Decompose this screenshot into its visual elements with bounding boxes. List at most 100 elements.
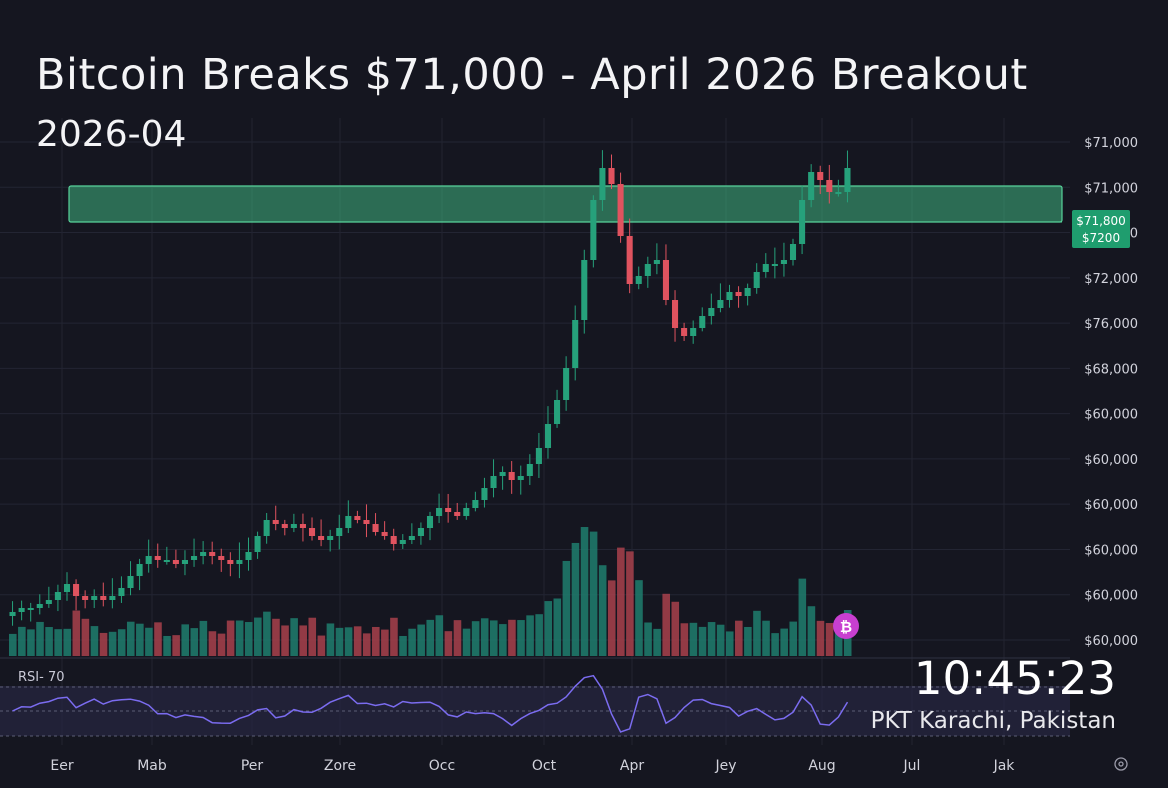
candle [18,608,25,612]
candle [454,512,461,516]
candle [608,168,615,184]
candle [172,560,179,564]
price-badge-box [1072,210,1130,248]
y-tick-label: $60,000 [1084,498,1138,513]
volume-bar [662,593,670,656]
volume-bar [671,601,680,656]
chart-subtitle: 2026-04 [36,114,187,155]
volume-bar [471,621,480,656]
candle [191,556,198,560]
candle [381,532,388,536]
candle [817,172,824,180]
volume-bar [272,618,280,656]
volume-bar [453,620,462,656]
volume-bar [317,635,326,656]
candle [526,464,533,476]
y-tick-label: $71,000 [1084,181,1138,196]
volume-bar [517,620,525,656]
candle [408,536,415,540]
candle [91,596,98,600]
volume-bar [90,626,99,656]
candle [345,516,352,528]
candle [808,172,815,200]
candle [581,260,588,320]
volume-bar [489,620,498,656]
volume-bar [635,580,643,656]
volume-bar [762,620,770,656]
candle [508,472,515,480]
volume-bar [408,628,416,656]
volume-bar [435,615,444,656]
candle [63,584,71,592]
candle [463,508,470,516]
volume-bar [617,547,625,656]
settings-gear-icon[interactable] [1112,755,1130,773]
rsi-line [12,674,849,733]
x-tick-label: Apr [620,758,644,774]
candle [844,168,851,192]
candle [109,596,116,600]
volume-bar [199,620,208,656]
candle [245,552,252,560]
volume-bar [417,624,425,656]
price-badge-line1: $71,800 [1076,214,1126,228]
volume-bar [735,620,743,656]
candle [154,556,161,560]
volume-bar [63,628,72,656]
candle [318,536,325,540]
volume-bar [744,626,752,656]
candle [671,300,679,328]
volume-bar [235,620,244,656]
volume-bar [281,625,289,656]
x-tick-label: Aug [808,758,835,774]
volume-bar [299,625,307,656]
volume-bar [45,627,53,656]
volume-bar [290,618,298,656]
volume-bar [381,629,389,656]
candle [481,488,488,500]
volume-bar [190,628,199,656]
x-tick-label: Jak [993,758,1016,774]
candle [209,552,216,556]
candle [82,596,89,600]
volume-bar [707,622,716,656]
volume-bar [689,622,698,656]
bitcoin-icon [833,613,859,639]
candle [263,520,270,536]
candle [181,560,189,564]
volume-bar [145,627,153,656]
candle [789,244,797,260]
y-tick-label: $68,000 [1084,362,1138,377]
candle [227,560,234,564]
candle [735,292,742,296]
resistance-zone [68,185,1063,223]
candle [163,560,170,562]
volume-bar [526,615,534,656]
volume-bar [607,580,616,656]
volume-bar [816,620,825,656]
candle [771,264,778,266]
chart-title: Bitcoin Breaks $71,000 - April 2026 Brea… [36,50,1028,100]
volume-bar [480,618,489,656]
candle [662,260,669,300]
volume-bar [344,627,353,656]
volume-bar [72,610,81,656]
volume-bars [9,527,852,656]
volume-bar [589,531,598,656]
volume-bar [444,631,453,656]
candle [690,328,697,336]
volume-bar [753,610,761,656]
volume-bar [499,624,507,656]
volume-bar [27,629,35,656]
candle [299,524,306,528]
candle [544,424,552,448]
volume-bar [626,551,634,656]
y-tick-label: $60,000 [1084,408,1138,423]
candle [372,524,379,532]
rsi-label: RSI- 70 [18,670,65,685]
volume-bar [807,606,816,656]
candle [9,612,16,616]
volume-bar [798,578,807,656]
volume-bar [680,623,689,656]
